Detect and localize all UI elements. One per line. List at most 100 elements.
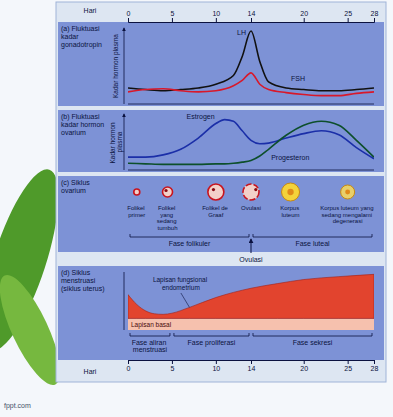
panel-background <box>58 22 384 106</box>
tick-mark <box>216 360 217 364</box>
leader-line <box>181 293 190 307</box>
panel: (d) Siklus menstruasi (siklus uterus) Lap… <box>58 266 384 360</box>
stage <box>134 189 140 195</box>
tick-mark <box>172 18 173 22</box>
axis-line <box>129 361 375 365</box>
background <box>0 0 393 417</box>
tick: 28 <box>371 10 379 22</box>
stage-shape <box>282 183 300 201</box>
tick-mark <box>348 18 349 22</box>
y-axis-line <box>124 28 125 104</box>
stage-shape <box>134 189 140 195</box>
stage-label: Korpus luteum <box>280 205 301 218</box>
stage <box>163 187 173 197</box>
stage <box>282 183 300 201</box>
tick: 20 <box>300 10 308 22</box>
phase-bracket <box>253 234 372 237</box>
phase-bracket <box>130 234 249 237</box>
line <box>128 121 374 164</box>
y-axis-title-group: Kadar hormon plasma <box>109 121 124 164</box>
tick: 14 <box>248 10 256 22</box>
figure: (a) Fluktuasi kadar gonadotropin Kadar ho… <box>0 0 393 417</box>
line <box>128 120 374 159</box>
area <box>128 274 374 318</box>
phase-label: Fase sekresi <box>293 339 333 346</box>
axis-line <box>129 18 375 23</box>
stage-core <box>287 189 293 195</box>
stage-shape <box>243 184 259 200</box>
tick-mark <box>128 360 129 364</box>
tick: 25 <box>344 10 352 22</box>
stage-label: Folikel de Graaf <box>202 205 229 218</box>
line <box>128 31 374 91</box>
x-axis: 0 5 10 14 20 25 28 <box>127 10 379 23</box>
stage-label: Folikel primer <box>127 205 146 218</box>
tick: 20 <box>300 360 308 372</box>
tick: 25 <box>344 360 352 372</box>
frame <box>56 2 386 382</box>
y-axis-title-group: Kadar hormon plasma <box>112 34 120 98</box>
stage <box>208 184 224 200</box>
tick-mark <box>374 360 375 364</box>
phase-label: Fase proliferasi <box>188 339 236 347</box>
series-label: LH <box>237 29 246 36</box>
tick: 5 <box>170 10 174 22</box>
phase-bracket <box>253 333 372 336</box>
plot-area <box>128 120 374 165</box>
tick: 14 <box>248 360 256 372</box>
tick-label: 14 <box>248 365 256 372</box>
tick-label: 5 <box>170 365 174 372</box>
annotation-arrow <box>251 239 252 253</box>
panel: (a) Fluktuasi kadar gonadotropin Kadar ho… <box>58 22 384 106</box>
line <box>128 73 374 96</box>
stage-label: Ovulasi <box>241 205 261 211</box>
tick-label: 10 <box>212 10 220 17</box>
x-axis-line <box>128 104 374 105</box>
tick-label: 28 <box>371 10 379 17</box>
stage <box>341 185 355 199</box>
panel-title: (a) Fluktuasi kadar gonadotropin <box>61 25 102 49</box>
tick-mark <box>251 360 252 364</box>
panel-title: (b) Fluktuasi kadar hormon ovarium <box>61 113 106 136</box>
tick: 0 <box>127 360 131 372</box>
tick-mark <box>304 360 305 364</box>
tick-label: 5 <box>170 10 174 17</box>
panel-title: (d) Siklus menstruasi (siklus uterus) <box>61 269 105 293</box>
tick-label: 25 <box>344 10 352 17</box>
phase-bracket <box>130 333 170 336</box>
y-axis-title: Kadar hormon plasma <box>109 121 124 164</box>
stage-shape <box>208 184 224 200</box>
oocyte <box>164 189 167 192</box>
stage <box>243 184 259 200</box>
tick-label: 10 <box>212 365 220 372</box>
x-axis-title: Hari <box>84 7 97 14</box>
tick: 28 <box>371 360 379 372</box>
y-axis-title: Kadar hormon plasma <box>112 34 120 98</box>
tick-mark <box>348 360 349 364</box>
plot-area <box>128 31 374 96</box>
stage-shape <box>341 185 355 199</box>
phase-label: Fase aliran menstruasi <box>132 339 169 353</box>
tick: 0 <box>127 10 131 22</box>
stage-label: Folikel yang sedang tumbuh <box>157 205 178 231</box>
tick: 5 <box>170 360 174 372</box>
stage-label: Korpus luteum yang sedang mengalami dege… <box>320 205 375 224</box>
x-axis: 0 5 10 14 20 25 28 <box>127 360 379 372</box>
panel-background <box>58 110 384 172</box>
tick-label: 0 <box>127 10 131 17</box>
tick-mark <box>304 18 305 22</box>
phase-bracket <box>174 333 249 336</box>
stage-core <box>345 190 350 195</box>
tick-mark <box>374 18 375 22</box>
y-axis-line <box>124 114 125 170</box>
tick-label: 25 <box>344 365 352 372</box>
series-label: FSH <box>291 75 305 82</box>
tick: 10 <box>212 10 220 22</box>
tick-label: 28 <box>371 365 379 372</box>
series-label: Lapisan basal <box>131 321 172 329</box>
tick-mark <box>216 18 217 22</box>
watermark: fppt.com <box>4 402 31 410</box>
plot-area <box>128 274 374 330</box>
panel-background <box>58 266 384 360</box>
tick-label: 0 <box>127 365 131 372</box>
